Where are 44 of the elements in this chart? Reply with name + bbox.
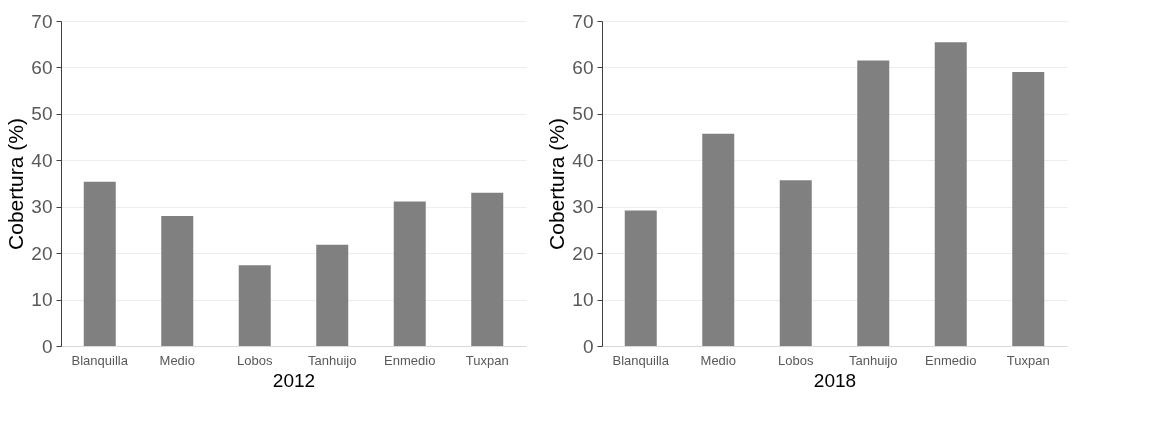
bar xyxy=(161,216,194,346)
x-tick-label: Enmedio xyxy=(925,352,977,368)
x-tick-label: Medio xyxy=(159,352,195,368)
y-axis-title: Cobertura (%) xyxy=(4,118,28,250)
y-tick-label: 0 xyxy=(41,335,53,357)
y-tick-label: 0 xyxy=(582,335,594,357)
x-tick-label: Blanquilla xyxy=(71,352,129,368)
y-tick-label: 70 xyxy=(31,10,53,32)
bar xyxy=(471,192,504,346)
x-tick-label: Tanhuijo xyxy=(308,352,357,368)
y-tick-label: 40 xyxy=(572,149,594,171)
y-tick-label: 20 xyxy=(572,242,594,264)
bar xyxy=(934,42,967,346)
bar xyxy=(702,133,735,346)
x-tick-label: Tuxpan xyxy=(1006,352,1050,368)
x-tick-label: Enmedio xyxy=(384,352,436,368)
y-tick-label: 60 xyxy=(31,56,53,78)
bar xyxy=(779,180,812,346)
y-tick-label: 50 xyxy=(572,103,594,125)
x-axis-title: 2018 xyxy=(813,369,857,391)
y-tick-label: 20 xyxy=(31,242,53,264)
y-axis-title: Cobertura (%) xyxy=(545,118,569,250)
y-tick-label: 30 xyxy=(31,196,53,218)
y-tick-label: 40 xyxy=(31,149,53,171)
bar xyxy=(83,181,116,346)
y-tick-label: 70 xyxy=(572,10,594,32)
bar xyxy=(624,210,657,346)
y-tick-label: 60 xyxy=(572,56,594,78)
bar xyxy=(316,244,349,346)
bar xyxy=(393,201,426,346)
bar xyxy=(857,60,890,346)
y-tick-label: 50 xyxy=(31,103,53,125)
x-tick-label: Lobos xyxy=(778,352,814,368)
bar xyxy=(238,265,271,346)
y-tick-label: 10 xyxy=(31,289,53,311)
x-tick-label: Blanquilla xyxy=(612,352,670,368)
x-tick-label: Tuxpan xyxy=(465,352,509,368)
y-tick-label: 30 xyxy=(572,196,594,218)
x-tick-label: Medio xyxy=(700,352,736,368)
x-axis-title: 2012 xyxy=(272,369,316,391)
y-tick-label: 10 xyxy=(572,289,594,311)
x-tick-label: Tanhuijo xyxy=(849,352,898,368)
bar xyxy=(1012,72,1045,346)
x-tick-label: Lobos xyxy=(237,352,273,368)
